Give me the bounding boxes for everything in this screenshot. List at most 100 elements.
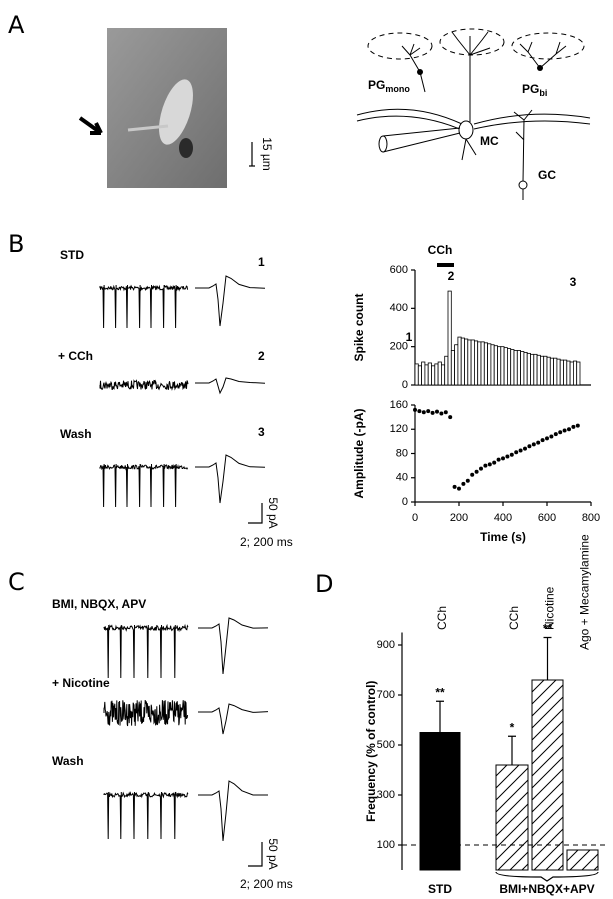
histogram-bar (573, 360, 578, 386)
histogram-bar (450, 350, 455, 386)
annotation: 1 (406, 330, 413, 344)
cell-label: GC (538, 168, 556, 182)
x-tick-label: 200 (450, 512, 468, 524)
histogram-bar (467, 339, 472, 386)
histogram-bar (523, 352, 528, 386)
category-label: CCh (507, 606, 521, 630)
y-tick-label: 160 (390, 399, 408, 411)
traces (99, 275, 269, 842)
y-tick-label: 80 (396, 447, 408, 459)
data-point (536, 440, 541, 445)
y-tick-label: 120 (390, 423, 408, 435)
data-point (523, 446, 527, 451)
histogram-bar (454, 344, 459, 386)
x-tick-label: 0 (412, 512, 418, 524)
histogram-bar (549, 357, 554, 386)
x-tick-label: 600 (538, 512, 556, 524)
histogram-bar (536, 354, 541, 386)
histogram-bar (460, 337, 465, 386)
data-point (562, 428, 567, 433)
histogram-bar (437, 361, 442, 386)
histogram-bar (483, 342, 488, 386)
y-tick-label: 0 (402, 379, 408, 391)
histogram-bar (490, 344, 495, 386)
y-axis-title: Amplitude (-pA) (352, 409, 366, 499)
histogram-bar (477, 341, 482, 386)
annotation: 2 (448, 269, 455, 283)
spike-waveform (195, 454, 266, 504)
histogram-bar (540, 355, 545, 386)
condition-label: + CCh (58, 349, 93, 363)
data-point (413, 407, 417, 412)
data-point (430, 410, 435, 415)
histogram-bar (506, 348, 512, 386)
histogram-bar (470, 339, 475, 386)
y-axis-title: Spike count (352, 293, 366, 361)
histogram-bar (444, 355, 449, 386)
bar (566, 849, 599, 871)
category-label: Nicotine (543, 586, 557, 630)
spike-waveform (195, 377, 266, 395)
data-point (421, 410, 426, 415)
data-point (461, 481, 466, 486)
data-point (496, 457, 501, 462)
histogram-bar (516, 350, 521, 386)
histogram-bar (447, 290, 452, 386)
condition-label: STD (60, 248, 84, 262)
x-tick-label: 800 (582, 512, 600, 524)
spike-waveform (198, 780, 268, 842)
cell-label: MC (480, 134, 499, 148)
data-point (549, 434, 554, 439)
data-point (558, 430, 563, 435)
y-tick-label: 300 (377, 789, 395, 801)
trace (99, 463, 189, 508)
cell-label-sub: mono (385, 84, 410, 94)
histogram-bar (503, 347, 508, 386)
significance: ** (543, 622, 553, 636)
trace (103, 699, 189, 727)
trace-number: 1 (258, 255, 265, 269)
data-point (567, 427, 571, 432)
data-point (457, 486, 461, 491)
dic-image (107, 28, 227, 188)
y-tick-label: 500 (377, 739, 395, 751)
trace-number: 2 (258, 349, 265, 363)
data-point (553, 432, 558, 437)
data-point (575, 423, 580, 428)
data-point (501, 456, 505, 461)
histogram-bar (559, 359, 564, 386)
y-tick-label: 0 (402, 496, 408, 508)
histogram-bar (553, 357, 558, 386)
data-point (479, 466, 483, 471)
trace (99, 379, 189, 391)
y-tick-label: 600 (390, 264, 408, 276)
data-point (571, 424, 576, 429)
panel-label: A (8, 11, 25, 39)
condition-label: Wash (60, 427, 92, 441)
scale-label: 2; 200 ms (240, 877, 293, 891)
significance: ** (435, 685, 445, 699)
arrow (78, 116, 103, 135)
data-point (439, 411, 444, 416)
bar (419, 732, 461, 871)
cell-label-sub: bi (539, 88, 547, 98)
y-tick-label: 200 (390, 341, 408, 353)
histogram-bar (576, 361, 581, 386)
data-point (443, 410, 448, 415)
error-bar (508, 735, 516, 765)
histogram-bar (500, 346, 505, 386)
histogram-bar (510, 349, 515, 386)
data-point (483, 463, 488, 468)
histogram-bar (440, 364, 446, 386)
y-tick-label: 40 (396, 472, 408, 484)
data-point (505, 454, 510, 459)
histogram-bar (543, 355, 548, 386)
x-tick-label: 400 (494, 512, 512, 524)
spike-waveform (198, 703, 269, 735)
scale-label: 15 µm (260, 137, 274, 171)
y-axis-title: Frequency (% of control) (364, 681, 378, 822)
y-tick-label: 700 (377, 689, 395, 701)
scale-label: 2; 200 ms (240, 535, 293, 549)
data-point (426, 409, 431, 414)
